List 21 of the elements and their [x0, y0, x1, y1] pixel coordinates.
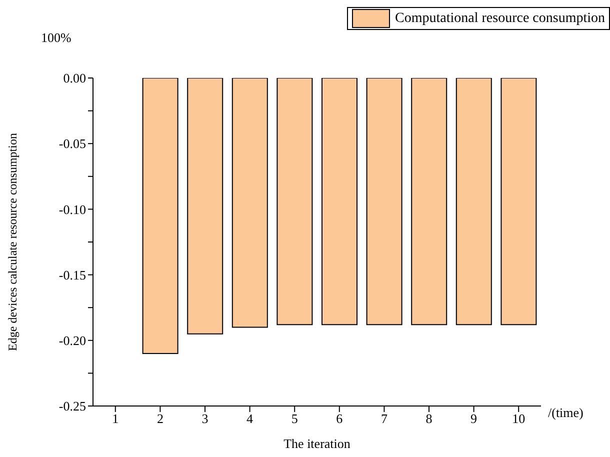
y-tick-label: -0.10 — [58, 202, 86, 217]
text: 100% — [41, 30, 72, 46]
x-tick-label: 6 — [336, 411, 344, 426]
x-tick-label: 3 — [202, 411, 208, 426]
x-tick-label: 10 — [512, 411, 526, 426]
y-tick-label: -0.05 — [58, 136, 86, 152]
x-tick-label: 2 — [156, 411, 164, 426]
legend-label: Computational resource consumption — [395, 10, 605, 26]
text: /(time) — [548, 405, 584, 421]
x-axis-title: The iteration — [284, 436, 351, 451]
x-tick-label: 9 — [470, 411, 478, 426]
y-axis-title: Edge devices calculate resource consumption — [5, 133, 20, 351]
x-tick-label: 4 — [246, 411, 254, 426]
y-tick-label: 0.00 — [63, 70, 86, 86]
y-tick-label: -0.20 — [58, 333, 86, 348]
x-tick-label: 7 — [380, 411, 388, 426]
x-tick-label: 5 — [291, 411, 298, 426]
x-tick-label: 1 — [112, 411, 119, 426]
y-tick-label: -0.15 — [58, 267, 86, 282]
x-tick-label: 8 — [426, 411, 432, 426]
y-tick-label: -0.25 — [58, 398, 86, 414]
